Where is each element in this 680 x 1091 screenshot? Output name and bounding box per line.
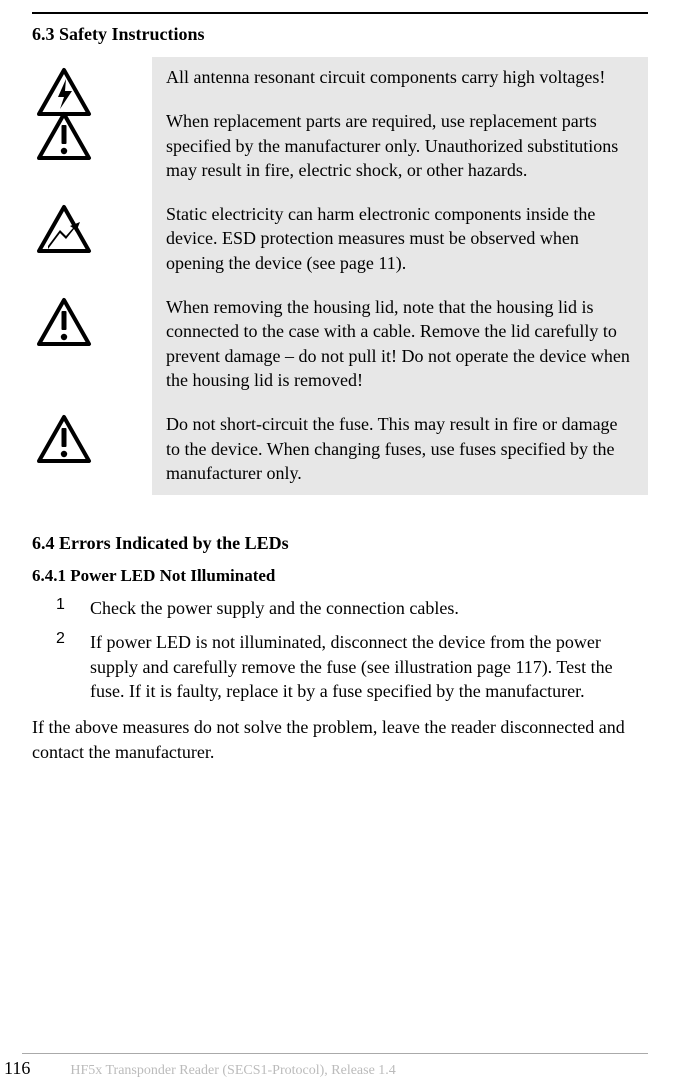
esd-warning-icon [36,204,92,254]
lightning-warning-icon [36,67,92,117]
safety-item: When removing the housing lid, note that… [166,295,634,392]
step-number: 2 [56,630,70,703]
heading-6-3: 6.3 Safety Instructions [32,24,648,45]
step-text: Check the power supply and the connectio… [90,596,459,620]
exclamation-warning-icon [36,414,92,464]
top-rule [32,12,648,14]
safety-text: All antenna resonant circuit components … [166,65,634,89]
safety-text: Static electricity can harm electronic c… [166,202,634,275]
list-item: 1 Check the power supply and the connect… [56,596,648,620]
footer: 116 HF5x Transponder Reader (SECS1-Proto… [0,1053,680,1079]
footer-rule [22,1053,648,1054]
closing-text: If the above measures do not solve the p… [32,715,648,764]
page-number: 116 [4,1058,30,1079]
safety-text: When removing the housing lid, note that… [166,295,634,392]
exclamation-warning-icon [36,297,92,347]
step-number: 1 [56,596,70,620]
safety-item: All antenna resonant circuit components … [166,65,634,89]
heading-6-4: 6.4 Errors Indicated by the LEDs [32,533,648,554]
safety-block: All antenna resonant circuit components … [152,57,648,495]
exclamation-warning-icon [36,111,92,161]
step-text: If power LED is not illuminated, disconn… [90,630,648,703]
safety-item: When replacement parts are required, use… [166,109,634,182]
safety-item: Static electricity can harm electronic c… [166,202,634,275]
numbered-list: 1 Check the power supply and the connect… [56,596,648,703]
footer-doc-title: HF5x Transponder Reader (SECS1-Protocol)… [70,1063,395,1079]
heading-6-4-1: 6.4.1 Power LED Not Illuminated [32,566,648,586]
safety-text: Do not short-circuit the fuse. This may … [166,412,634,485]
list-item: 2 If power LED is not illuminated, disco… [56,630,648,703]
safety-text: When replacement parts are required, use… [166,109,634,182]
safety-item: Do not short-circuit the fuse. This may … [166,412,634,485]
